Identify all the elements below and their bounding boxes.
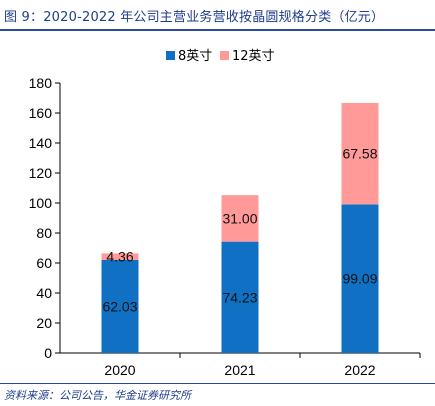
y-tick-label: 140 (29, 135, 53, 151)
data-label: 99.09 (342, 271, 377, 287)
y-tick-label: 0 (44, 345, 52, 361)
x-axis: 2020 2021 2022 (60, 352, 421, 378)
bars: 62.03 4.36 74.23 31.00 99.09 67.58 (101, 102, 379, 353)
y-tick-label: 120 (29, 165, 53, 181)
bar-segment-12inch-2021 (221, 195, 259, 242)
y-tick-label: 180 (29, 75, 53, 91)
y-tick-label: 60 (36, 255, 52, 271)
y-tick-label: 160 (29, 105, 53, 121)
legend-label-12inch: 12英寸 (232, 49, 275, 64)
x-tick-label: 2020 (104, 362, 135, 378)
footer-rule (0, 383, 435, 384)
y-tick-label: 20 (36, 315, 52, 331)
title-rule (0, 29, 435, 31)
data-label: 67.58 (342, 146, 377, 162)
bar-segment-8inch-2022 (341, 204, 379, 353)
y-axis: 0 20 40 60 80 100 120 140 160 180 (29, 75, 61, 361)
data-label: 4.36 (106, 249, 133, 265)
data-label: 74.23 (222, 289, 257, 305)
data-label: 31.00 (222, 210, 257, 226)
legend-swatch-12inch (220, 51, 229, 60)
x-tick-label: 2022 (344, 362, 375, 378)
x-tick-label: 2021 (224, 362, 255, 378)
y-tick-label: 80 (36, 225, 52, 241)
legend: 8英寸 12英寸 (166, 49, 275, 64)
bar-segment-8inch-2021 (221, 241, 259, 353)
legend-label-8inch: 8英寸 (178, 49, 212, 64)
chart-title: 图 9：2020-2022 年公司主营业务营收按晶圆规格分类（亿元） (4, 10, 385, 25)
y-tick-label: 100 (29, 195, 53, 211)
source-note: 资料来源：公司公告，华金证券研究所 (4, 389, 191, 402)
y-tick-label: 40 (36, 285, 52, 301)
bar-segment-12inch-2022 (341, 102, 379, 205)
bar-segment-12inch-2020 (101, 253, 139, 260)
data-label: 62.03 (102, 298, 137, 314)
legend-swatch-8inch (166, 51, 175, 60)
bar-segment-8inch-2020 (101, 259, 139, 353)
